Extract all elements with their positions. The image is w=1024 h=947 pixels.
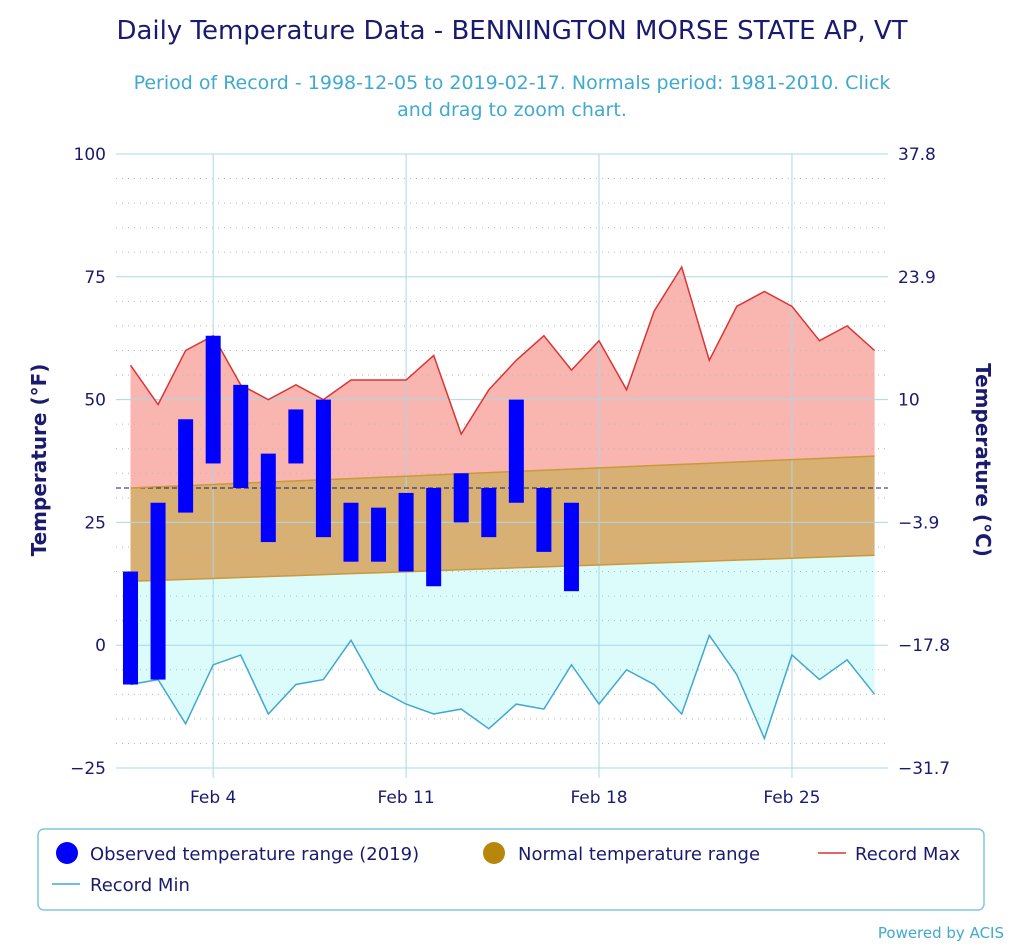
observed-range-bar[interactable] <box>233 384 249 489</box>
observed-range-bar[interactable] <box>453 473 469 523</box>
legend-normal-marker <box>483 842 505 864</box>
y-axis-title-left: Temperature (°F) <box>27 364 51 557</box>
observed-range-bar[interactable] <box>371 507 387 562</box>
observed-range-bar[interactable] <box>178 419 194 513</box>
series-lines <box>129 265 876 741</box>
x-tick-label: Feb 11 <box>378 788 435 808</box>
observed-range-bar[interactable] <box>536 488 552 552</box>
normal-min-line <box>130 554 875 583</box>
observed-bars <box>123 335 579 685</box>
y-tick-label-left: 0 <box>95 636 106 656</box>
axes: 100 75 50 25 0 −25 37.8 23.9 10 −3.9 −17.8 −31.7 Feb… <box>70 145 950 808</box>
observed-range-bar[interactable] <box>150 502 166 680</box>
observed-range-bar[interactable] <box>260 453 276 543</box>
area-fills <box>130 267 875 739</box>
legend-normal-label[interactable]: Normal temperature range <box>518 844 760 865</box>
observed-range-bar[interactable] <box>288 409 304 464</box>
observed-range-bar[interactable] <box>426 488 442 587</box>
x-tick-label: Feb 4 <box>190 788 236 808</box>
observed-range-bar[interactable] <box>315 399 331 538</box>
y-axis-title-right: Temperature (°C) <box>971 363 995 557</box>
y-tick-label-left: 50 <box>84 391 106 411</box>
record-min-area <box>130 555 875 739</box>
legend-record-max-label[interactable]: Record Max <box>855 844 960 865</box>
observed-range-bar[interactable] <box>398 492 414 572</box>
observed-range-bar[interactable] <box>123 571 138 685</box>
chart-subtitle-line-2: and drag to zoom chart. <box>397 99 627 121</box>
chart-title: Daily Temperature Data - BENNINGTON MORS… <box>116 16 907 46</box>
record-max-line <box>129 265 876 436</box>
observed-range-bar[interactable] <box>205 335 221 464</box>
credit-link[interactable]: Powered by ACIS <box>878 924 1004 942</box>
y-tick-label-right: 37.8 <box>898 145 936 165</box>
observed-range-bar[interactable] <box>481 488 497 538</box>
legend-record-min-label[interactable]: Record Min <box>90 875 190 896</box>
observed-range-bar[interactable] <box>508 399 524 503</box>
y-tick-label-right: −17.8 <box>898 636 950 656</box>
y-tick-label-left: 25 <box>84 513 106 533</box>
legend-observed-marker <box>56 842 78 864</box>
observed-range-bar[interactable] <box>343 502 359 562</box>
y-tick-label-left: 100 <box>74 145 106 165</box>
y-tick-label-right: −31.7 <box>898 759 950 779</box>
y-tick-label-left: 75 <box>84 268 106 288</box>
legend-observed-label[interactable]: Observed temperature range (2019) <box>90 844 419 865</box>
y-tick-label-left: −25 <box>70 759 106 779</box>
x-tick-label: Feb 25 <box>763 788 820 808</box>
chart-subtitle-line-1: Period of Record - 1998-12-05 to 2019-02… <box>134 72 891 94</box>
x-tick-label: Feb 18 <box>570 788 627 808</box>
legend-box <box>37 828 985 911</box>
y-tick-label-right: 23.9 <box>898 268 936 288</box>
legend[interactable]: Observed temperature range (2019) Normal… <box>37 828 985 911</box>
record-min-line <box>130 633 876 741</box>
y-tick-label-right: −3.9 <box>898 513 939 533</box>
normal-max-line <box>130 455 875 489</box>
observed-range-bar[interactable] <box>563 502 579 592</box>
y-tick-label-right: 10 <box>898 391 920 411</box>
